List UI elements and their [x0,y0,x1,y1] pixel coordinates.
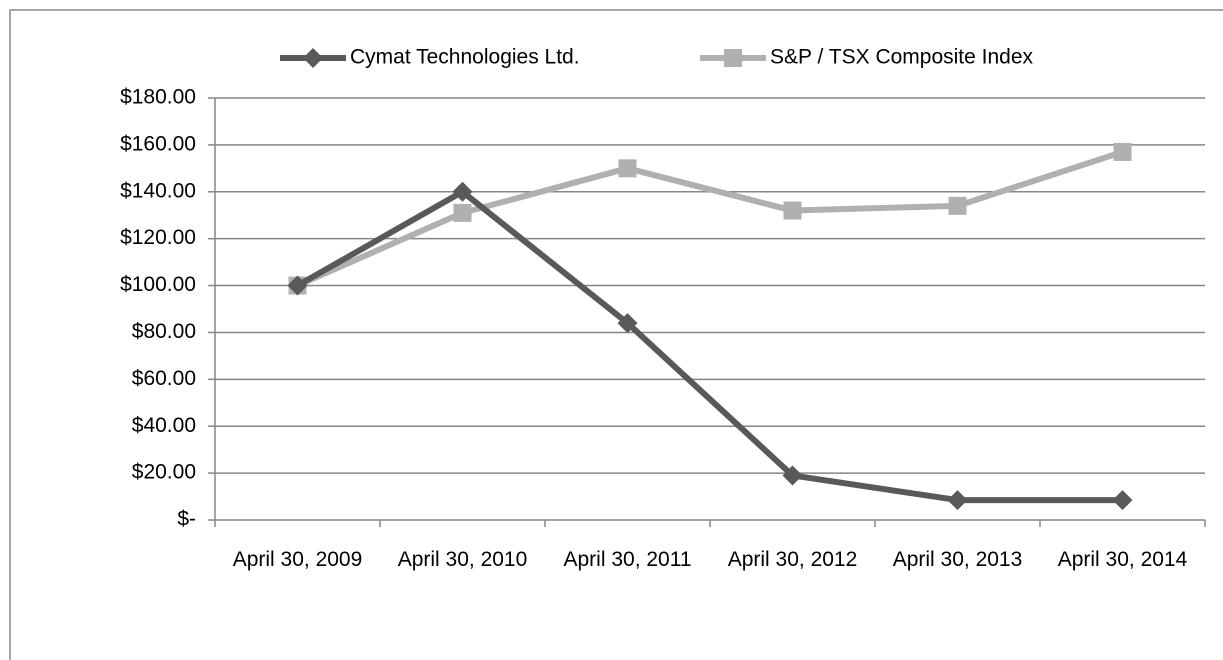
x-tick-label: April 30, 2010 [397,548,528,571]
x-tick-label: April 30, 2012 [727,548,858,571]
point [782,465,803,486]
point [783,201,802,220]
series-line [296,188,1123,504]
y-tick-label: $80.00 [132,320,196,343]
series-line [296,149,1124,289]
x-tick-label: April 30, 2013 [892,548,1023,571]
y-tick-label: $120.00 [120,226,196,249]
y-tick-label: $60.00 [132,367,196,390]
x-tick-label: April 30, 2009 [232,548,363,571]
point [1113,142,1132,161]
point [617,313,638,334]
y-tick-label: $100.00 [120,273,196,296]
chart-frame [9,9,1223,660]
x-tick-label: April 30, 2011 [563,548,692,571]
y-tick-label: $40.00 [132,414,196,437]
x-tick-label: April 30, 2014 [1057,548,1188,571]
legend-label: S&P / TSX Composite Index [770,46,1034,69]
point [1112,490,1133,511]
legend-label: Cymat Technologies Ltd. [350,46,580,69]
legend-marker [724,49,742,67]
point [453,203,472,222]
point [947,490,968,511]
point [948,196,967,215]
legend-marker [303,48,323,68]
point [452,181,473,202]
y-tick-label: $- [177,508,196,531]
y-tick-label: $160.00 [120,132,196,155]
y-tick-label: $140.00 [120,179,196,202]
point [618,159,637,178]
y-tick-label: $20.00 [132,461,196,484]
y-tick-label: $180.00 [120,86,196,109]
point [287,275,308,296]
